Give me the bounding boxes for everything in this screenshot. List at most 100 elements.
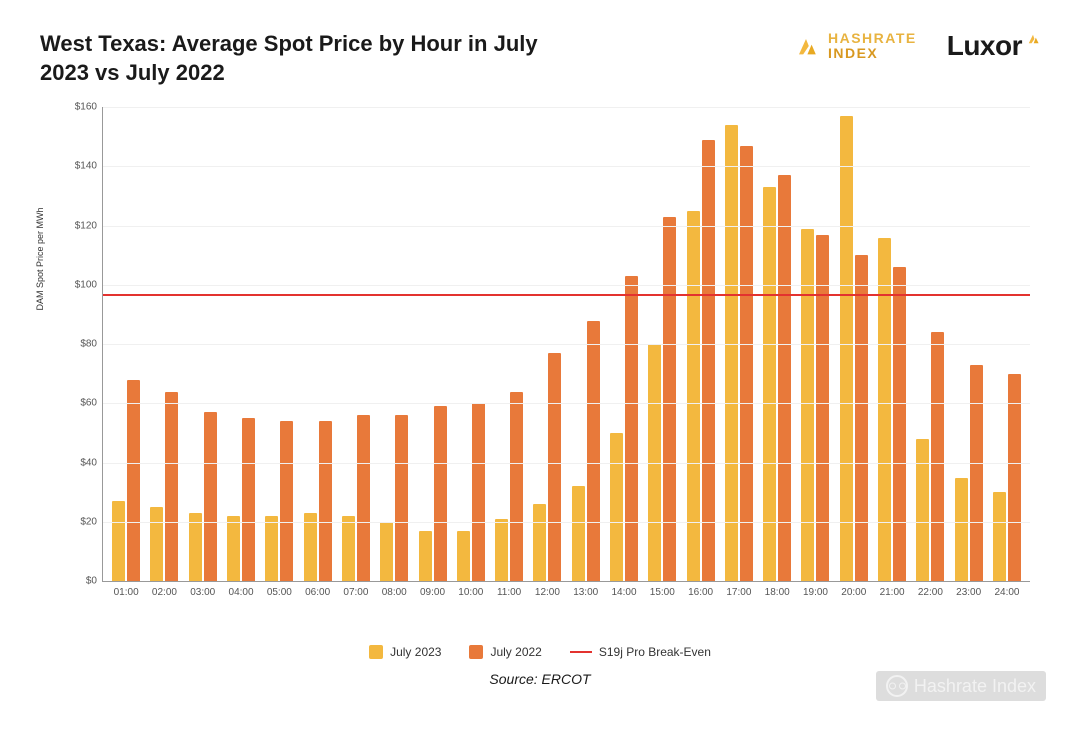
- x-tick-label: 08:00: [382, 581, 407, 598]
- bar-july_2022: [587, 321, 600, 582]
- bar-july_2023: [533, 504, 546, 581]
- bar-july_2022: [127, 380, 140, 581]
- bar-july_2022: [434, 406, 447, 581]
- legend-line-swatch: [570, 651, 592, 653]
- y-tick-label: $100: [75, 279, 103, 290]
- bar-july_2023: [725, 125, 738, 581]
- bar-july_2023: [265, 516, 278, 581]
- hashrate-logo-line2: INDEX: [828, 46, 917, 61]
- bar-july_2023: [993, 492, 1006, 581]
- bar-july_2022: [242, 418, 255, 581]
- bar-july_2022: [510, 392, 523, 582]
- bar-july_2023: [342, 516, 355, 581]
- bar-july_2023: [457, 531, 470, 581]
- hashrate-index-logo: HASHRATE INDEX: [792, 31, 917, 62]
- x-tick-label: 15:00: [650, 581, 675, 598]
- bar-july_2022: [357, 415, 370, 581]
- chart-card: West Texas: Average Spot Price by Hour i…: [0, 0, 1080, 729]
- bar-july_2022: [778, 175, 791, 581]
- x-tick-label: 13:00: [573, 581, 598, 598]
- bar-july_2022: [395, 415, 408, 581]
- x-tick-label: 09:00: [420, 581, 445, 598]
- x-tick-label: 10:00: [458, 581, 483, 598]
- legend-item: S19j Pro Break-Even: [570, 645, 711, 659]
- bar-july_2023: [227, 516, 240, 581]
- bar-july_2022: [740, 146, 753, 581]
- legend-label: S19j Pro Break-Even: [599, 645, 711, 659]
- legend-label: July 2023: [390, 645, 441, 659]
- legend-item: July 2023: [369, 645, 441, 659]
- bar-july_2022: [702, 140, 715, 581]
- bar-july_2022: [970, 365, 983, 581]
- legend-item: July 2022: [469, 645, 541, 659]
- bar-july_2023: [495, 519, 508, 581]
- bar-july_2023: [304, 513, 317, 581]
- bar-july_2023: [610, 433, 623, 581]
- chart-area: DAM Spot Price per MWh 01:0002:0003:0004…: [70, 107, 1030, 607]
- x-tick-label: 01:00: [114, 581, 139, 598]
- gridline: [103, 166, 1030, 167]
- bar-july_2023: [687, 211, 700, 581]
- y-tick-label: $0: [86, 576, 103, 587]
- bar-july_2023: [419, 531, 432, 581]
- x-tick-label: 16:00: [688, 581, 713, 598]
- bar-july_2022: [165, 392, 178, 582]
- bar-july_2023: [916, 439, 929, 581]
- bar-july_2022: [204, 412, 217, 581]
- legend-swatch: [469, 645, 483, 659]
- bar-july_2023: [112, 501, 125, 581]
- hashrate-logo-line1: HASHRATE: [828, 31, 917, 46]
- x-tick-label: 14:00: [611, 581, 636, 598]
- gridline: [103, 285, 1030, 286]
- logo-row: HASHRATE INDEX Luxor: [792, 30, 1040, 62]
- luxor-logo-text: Luxor: [947, 30, 1022, 62]
- bar-july_2023: [840, 116, 853, 581]
- x-tick-label: 22:00: [918, 581, 943, 598]
- bar-july_2022: [625, 276, 638, 581]
- bar-july_2023: [150, 507, 163, 581]
- x-tick-label: 02:00: [152, 581, 177, 598]
- x-tick-label: 21:00: [880, 581, 905, 598]
- hashrate-triangle-icon: [792, 32, 820, 60]
- plot-region: 01:0002:0003:0004:0005:0006:0007:0008:00…: [102, 107, 1030, 582]
- bar-july_2023: [380, 522, 393, 581]
- x-tick-label: 06:00: [305, 581, 330, 598]
- x-tick-label: 12:00: [535, 581, 560, 598]
- bar-july_2022: [1008, 374, 1021, 581]
- luxor-logo: Luxor: [947, 30, 1040, 62]
- x-tick-label: 04:00: [229, 581, 254, 598]
- x-tick-label: 19:00: [803, 581, 828, 598]
- x-tick-label: 05:00: [267, 581, 292, 598]
- luxor-triangle-icon: [1026, 32, 1040, 46]
- bar-july_2022: [893, 267, 906, 581]
- bar-july_2022: [816, 235, 829, 582]
- y-tick-label: $80: [80, 339, 103, 350]
- y-tick-label: $20: [80, 516, 103, 527]
- y-tick-label: $120: [75, 220, 103, 231]
- x-tick-label: 18:00: [765, 581, 790, 598]
- source-text: Source: ERCOT: [40, 671, 1040, 687]
- title-block: West Texas: Average Spot Price by Hour i…: [40, 30, 560, 87]
- y-axis-label: DAM Spot Price per MWh: [35, 208, 45, 311]
- bar-july_2022: [855, 255, 868, 581]
- bar-july_2022: [472, 403, 485, 581]
- x-tick-label: 23:00: [956, 581, 981, 598]
- header: West Texas: Average Spot Price by Hour i…: [40, 30, 1040, 87]
- gridline: [103, 463, 1030, 464]
- bar-july_2023: [572, 486, 585, 581]
- gridline: [103, 403, 1030, 404]
- x-tick-label: 17:00: [726, 581, 751, 598]
- gridline: [103, 107, 1030, 108]
- y-tick-label: $140: [75, 161, 103, 172]
- gridline: [103, 522, 1030, 523]
- y-tick-label: $40: [80, 457, 103, 468]
- x-tick-label: 07:00: [343, 581, 368, 598]
- bar-july_2023: [801, 229, 814, 582]
- legend-label: July 2022: [490, 645, 541, 659]
- gridline: [103, 226, 1030, 227]
- legend: July 2023 July 2022 S19j Pro Break-Even: [40, 645, 1040, 659]
- x-tick-label: 11:00: [497, 581, 521, 598]
- x-tick-label: 20:00: [841, 581, 866, 598]
- break-even-line: [103, 294, 1030, 296]
- x-tick-label: 03:00: [190, 581, 215, 598]
